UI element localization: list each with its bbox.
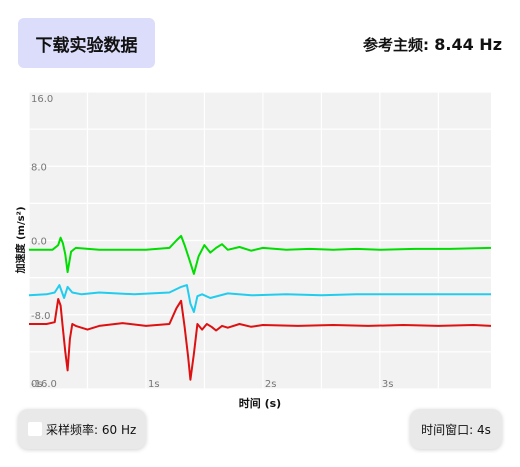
series-lines (28, 234, 492, 381)
reference-frequency: 参考主频: 8.44 Hz (363, 34, 502, 55)
x-tick-labels: 0s 1s 2s 3s (31, 379, 393, 390)
chart-svg: 16.0 8.0 0.0 -8.0 -16.0 0s 1s 2s 3s 时间 (s) 加速度 … (14, 91, 492, 410)
acceleration-chart: 16.0 8.0 0.0 -8.0 -16.0 0s 1s 2s 3s 时间 (s) 加速度 … (0, 84, 520, 414)
y-tick-label: 8.0 (31, 162, 47, 173)
series-line-2 (28, 284, 491, 313)
grid-lines (28, 91, 491, 390)
series-line-3 (29, 298, 492, 381)
sample-rate-label: 采样频率: 60 Hz (46, 422, 137, 437)
sample-rate-control[interactable]: 采样频率: 60 Hz (18, 409, 146, 449)
y-tick-labels: 16.0 8.0 0.0 -8.0 -16.0 (31, 94, 57, 390)
x-axis-label: 时间 (s) (239, 396, 281, 410)
checkbox-icon[interactable] (28, 422, 42, 436)
x-tick-label: 3s (382, 379, 394, 390)
time-window-label: 时间窗口: 4s (421, 422, 491, 437)
x-tick-label: 0s (31, 379, 43, 390)
x-tick-label: 1s (148, 379, 160, 390)
y-tick-label: 16.0 (31, 94, 53, 105)
series-line-1 (29, 234, 492, 275)
y-tick-label: -16.0 (31, 379, 57, 390)
y-tick-label: 0.0 (31, 237, 47, 248)
reference-frequency-label: 参考主频: (363, 36, 430, 54)
y-tick-label: -8.0 (31, 311, 51, 322)
reference-frequency-value: 8.44 Hz (434, 35, 502, 54)
time-window-control[interactable]: 时间窗口: 4s (410, 409, 502, 449)
y-axis-label: 加速度 (m/s²) (14, 206, 27, 274)
x-tick-label: 2s (265, 379, 277, 390)
download-data-button[interactable]: 下载实验数据 (18, 18, 155, 68)
